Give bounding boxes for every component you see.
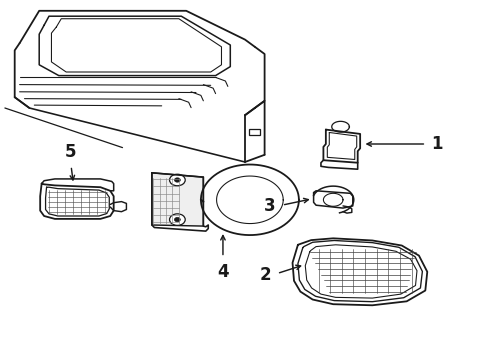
- Circle shape: [174, 217, 180, 222]
- Text: 1: 1: [431, 135, 442, 153]
- Polygon shape: [152, 173, 203, 226]
- Bar: [249, 129, 260, 135]
- Text: 2: 2: [259, 266, 271, 284]
- Circle shape: [174, 178, 180, 182]
- Circle shape: [170, 214, 185, 225]
- Text: 3: 3: [264, 197, 275, 215]
- Text: 4: 4: [217, 263, 229, 281]
- Circle shape: [170, 174, 185, 186]
- Text: 5: 5: [64, 143, 76, 161]
